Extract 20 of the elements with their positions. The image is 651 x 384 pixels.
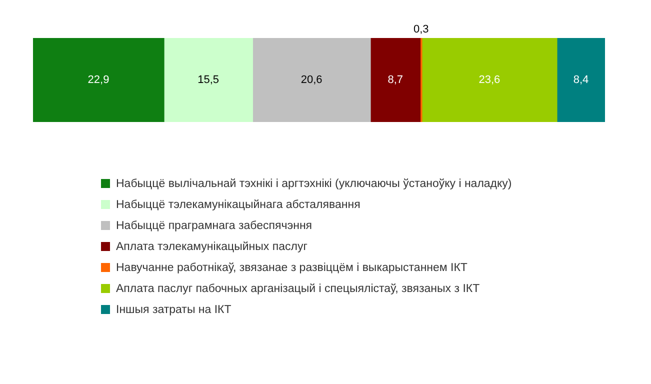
bar (370, 38, 421, 122)
bar (33, 38, 164, 122)
legend-label: Аплата паслуг пабочных арганізацый і спецыялістаў, звязаных з ІКТ (116, 282, 480, 294)
legend-label: Іншыя затраты на ІКТ (116, 304, 232, 316)
legend-label: Аплата тэлекамунікацыйных паслуг (116, 240, 308, 252)
bar (164, 38, 253, 122)
bar (422, 38, 558, 122)
data-label: 20,6 (300, 74, 322, 86)
legend-label: Набыццё вылічальнай тэхнікі і аргтэхнікі (уключаючы ўстаноўку і наладку) (116, 178, 512, 190)
bar (252, 38, 371, 122)
data-label: 8,4 (573, 74, 589, 86)
data-label: 8,7 (388, 74, 404, 86)
data-label: 22,9 (88, 74, 110, 86)
data-label: 0,3 (413, 24, 429, 36)
legend-label: Набыццё тэлекамунікацыйнага абсталявання (116, 198, 360, 210)
legend-label: Навучанне работнікаў, звязанае з развіццём і выкарыстаннем ІКТ (116, 262, 468, 274)
data-label: 23,6 (478, 74, 500, 86)
bar (556, 38, 605, 122)
legend-label: Набыццё праграмнага забеспячэння (116, 220, 312, 232)
data-label: 15,5 (198, 74, 220, 86)
